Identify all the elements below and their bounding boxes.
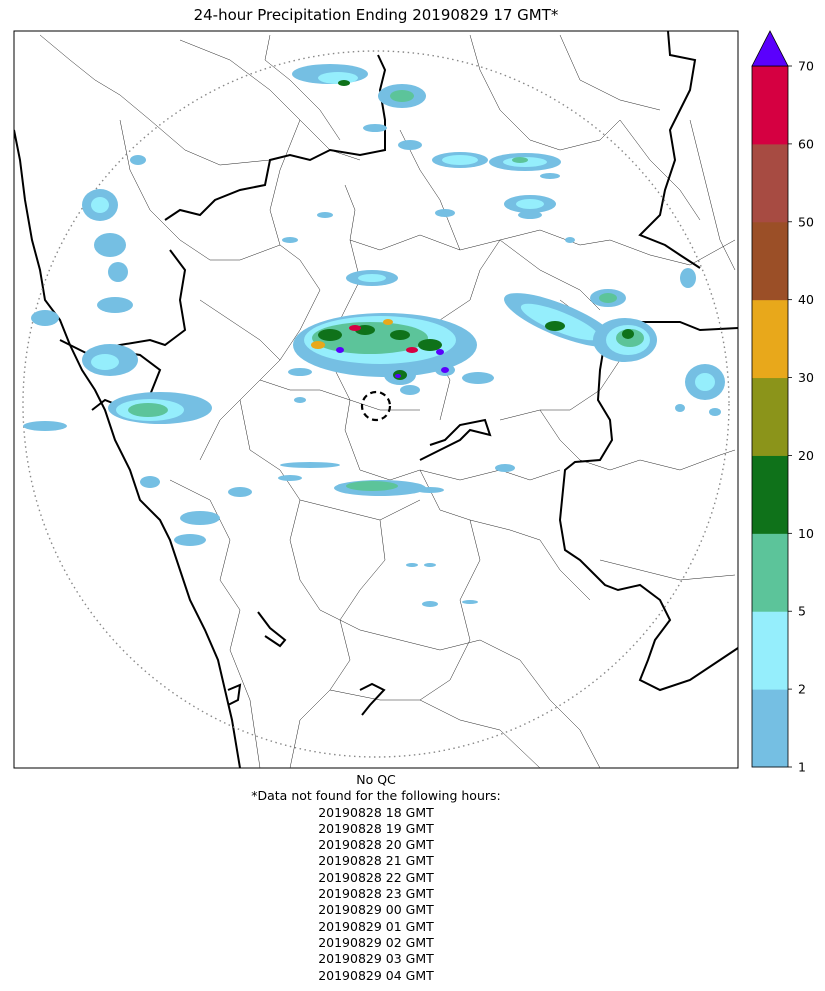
missing-hours-list: 20190828 18 GMT 20190828 19 GMT 20190828 2… xyxy=(14,805,738,984)
colorbar-segment xyxy=(752,377,788,456)
missing-hour-item: 20190829 01 GMT xyxy=(318,918,434,934)
colorbar-tick-label: 5 xyxy=(798,604,806,619)
missing-hour-item: 20190828 23 GMT xyxy=(318,886,434,902)
colorbar-tick-label: 40 xyxy=(798,292,814,307)
radar-center-marker xyxy=(360,390,392,422)
footnotes: No QC *Data not found for the following … xyxy=(14,772,738,984)
colorbar-segment xyxy=(752,66,788,145)
missing-hour-item: 20190828 21 GMT xyxy=(318,853,434,869)
colorbar-segment xyxy=(752,689,788,768)
precipitation-areas xyxy=(23,64,725,607)
colorbar-segment xyxy=(752,143,788,223)
colorbar-tick-label: 10 xyxy=(798,526,814,541)
colorbar-segment xyxy=(752,299,788,379)
colorbar-tick-label: 70 xyxy=(798,59,814,74)
map-title: 24-hour Precipitation Ending 20190829 17… xyxy=(193,6,559,24)
missing-hours-header: *Data not found for the following hours: xyxy=(251,788,501,804)
qc-note: No QC xyxy=(356,772,396,787)
colorbar-segment xyxy=(752,611,788,690)
colorbar-tick-label: 30 xyxy=(798,370,814,385)
colorbar-tick-label: 50 xyxy=(798,214,814,229)
missing-hour-item: 20190829 03 GMT xyxy=(318,951,434,967)
radar-range-ring xyxy=(22,50,730,758)
missing-hour-item: 20190828 20 GMT xyxy=(318,837,434,853)
missing-hour-item: 20190828 22 GMT xyxy=(318,869,434,885)
colorbar-tick-label: 1 xyxy=(798,760,806,775)
missing-hour-item: 20190828 19 GMT xyxy=(318,820,434,836)
missing-hour-item: 20190828 18 GMT xyxy=(318,804,434,820)
missing-hour-item: 20190829 02 GMT xyxy=(318,934,434,950)
colorbar-ticks: 1 2 5 10 20 30 40 50 60 70 xyxy=(788,59,814,775)
colorbar-segment xyxy=(752,455,788,534)
colorbar-extend-arrow xyxy=(751,30,789,67)
colorbar-tick-label: 60 xyxy=(798,136,814,151)
colorbar-segment xyxy=(752,221,788,301)
missing-hour-item: 20190829 00 GMT xyxy=(318,902,434,918)
missing-hour-item: 20190829 04 GMT xyxy=(318,967,434,983)
colorbar-segment xyxy=(752,533,788,612)
colorbar-tick-label: 20 xyxy=(798,448,814,463)
colorbar-tick-label: 2 xyxy=(798,682,806,697)
colorbar-segments xyxy=(751,65,789,768)
